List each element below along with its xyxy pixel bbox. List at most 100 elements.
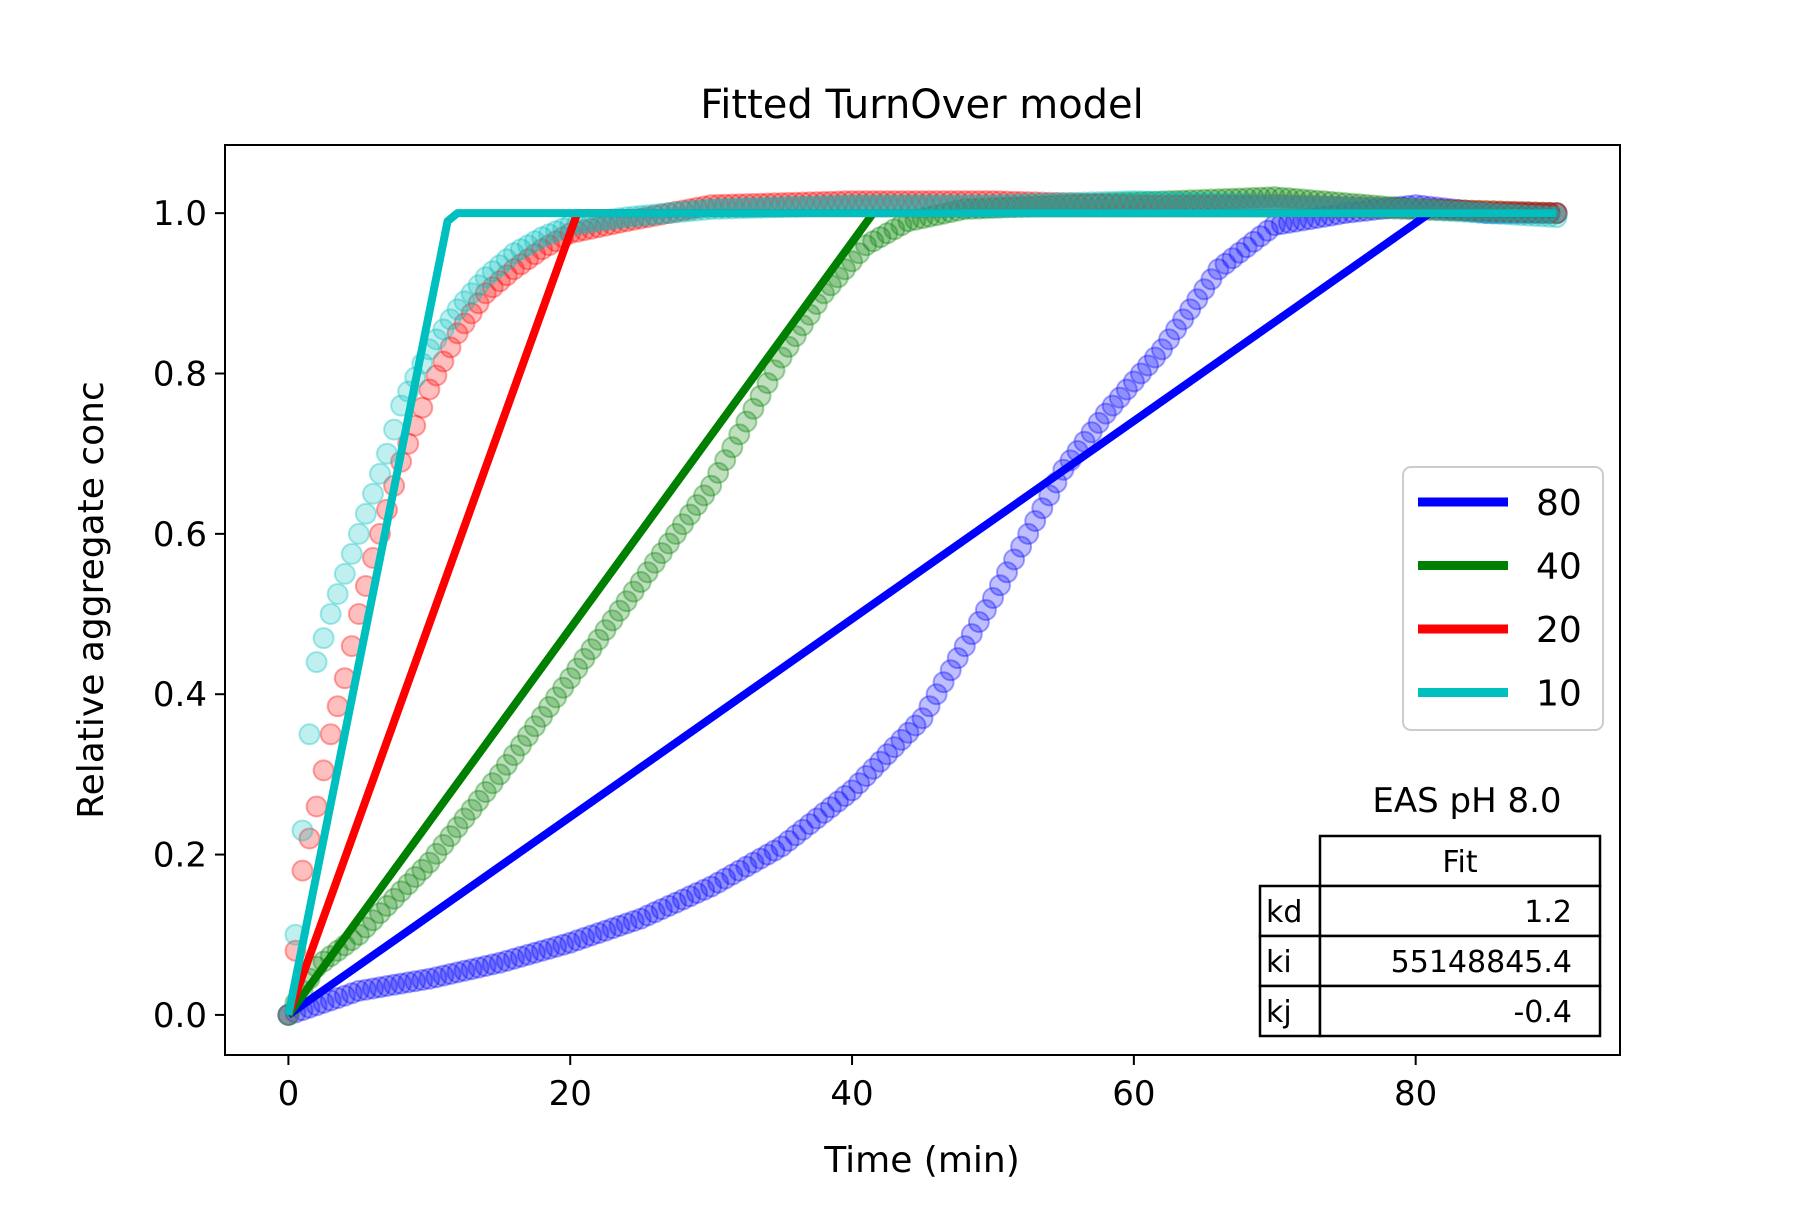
scatter-point (1270, 186, 1293, 209)
scatter-point (1228, 241, 1251, 264)
scatter-point (742, 851, 765, 874)
scatter-point (298, 827, 321, 850)
scatter-point (650, 542, 673, 565)
scatter-point (1094, 402, 1117, 425)
scatter-point (524, 243, 546, 266)
scatter-point (721, 436, 744, 459)
scatter-point (566, 657, 589, 680)
scatter-point (1151, 338, 1173, 361)
scatter-point (559, 667, 582, 690)
scatter-point (643, 901, 666, 924)
scatter-point (1249, 186, 1272, 209)
scatter-point (517, 248, 539, 271)
scatter-point (453, 959, 476, 982)
scatter-point (664, 891, 687, 914)
scatter-point (347, 979, 370, 1002)
scatter-point (939, 659, 962, 682)
scatter-point (629, 907, 652, 930)
scatter-point (1179, 298, 1202, 321)
scatter-point (453, 312, 476, 335)
scatter-point (340, 982, 363, 1005)
y-tick-label: 0.6 (153, 515, 207, 555)
scatter-point (531, 939, 553, 962)
y-axis-label: Relative aggregate conc (71, 381, 112, 819)
x-axis: 0 20 40 60 80 (278, 1055, 1437, 1114)
y-tick-label: 1.0 (153, 194, 207, 234)
scatter-point (531, 238, 553, 261)
legend-label: 80 (1536, 483, 1582, 524)
scatter-point (827, 790, 849, 813)
scatter-point (411, 969, 434, 991)
scatter-point (1129, 362, 1152, 385)
table-row-value: 55148845.4 (1391, 945, 1572, 980)
scatter-point (1080, 421, 1103, 444)
scatter-point (362, 977, 384, 1000)
scatter-point (390, 972, 413, 995)
scatter-point (531, 705, 553, 728)
table-row-label: kj (1266, 995, 1292, 1030)
scatter-point (538, 223, 561, 246)
scatter-point (869, 750, 892, 773)
y-tick-label: 0.0 (153, 996, 207, 1036)
scatter-point (862, 230, 885, 253)
scatter-point (495, 753, 518, 776)
table-row-value-cell (1318, 884, 1602, 938)
scatter-point (531, 226, 553, 249)
scatter-point (1186, 288, 1209, 311)
scatter-point (679, 503, 701, 526)
scatter-point (326, 695, 349, 718)
scatter-point (573, 926, 596, 949)
scatter-point (890, 728, 913, 751)
scatter-point (524, 230, 546, 253)
scatter-point (657, 894, 680, 917)
legend-entries: 80 40 20 10 (1418, 483, 1582, 715)
scatter-point (446, 298, 469, 321)
scatter-point (495, 248, 518, 271)
scatter-point (404, 970, 427, 993)
scatter-point (488, 951, 511, 974)
scatter-point (326, 987, 349, 1010)
scatter-point (467, 292, 490, 315)
scatter-point (876, 222, 899, 245)
scatter-point (876, 743, 899, 766)
table-row-value: 1.2 (1524, 895, 1572, 930)
scatter-point (446, 322, 469, 345)
scatter-point (524, 941, 546, 964)
scatter-point (587, 628, 610, 651)
scatter-point (1263, 186, 1286, 209)
scatter-point (538, 696, 561, 718)
scatter-point (763, 359, 786, 382)
scatter-point (996, 561, 1018, 584)
scatter-point (319, 603, 342, 625)
scatter-point (467, 956, 490, 979)
scatter-point (932, 671, 955, 694)
scatter-point (439, 308, 462, 331)
table-rows: kd 1.2 ki 55148845.4 kj -0.4 (1258, 884, 1602, 1038)
scatter-point (362, 909, 384, 932)
scatter-point (1256, 219, 1279, 242)
scatter-series-40 (277, 186, 1568, 1026)
scatter-point (1038, 484, 1061, 507)
scatter-point (679, 885, 701, 908)
scatter-point (1003, 548, 1026, 571)
scatter-point (545, 935, 568, 958)
scatter-point (672, 513, 694, 536)
scatter-point (636, 561, 659, 584)
scatter-point (686, 882, 708, 904)
scatter-point (481, 260, 504, 283)
table-row-label-cell (1258, 934, 1322, 988)
scatter-point (967, 611, 990, 633)
scatter-point (333, 984, 356, 1007)
table-row-label-cell (1258, 984, 1322, 1038)
scatter-point (1214, 188, 1237, 210)
scatter-point (425, 842, 448, 865)
x-tick-label: 80 (1394, 1074, 1437, 1114)
scatter-point (608, 599, 631, 622)
scatter-point (869, 226, 892, 249)
scatter-point (756, 372, 779, 395)
scatter-point (326, 583, 349, 605)
scatter-point (763, 839, 786, 862)
scatter-point (502, 258, 525, 281)
scatter-point (672, 888, 694, 911)
scatter-point (1193, 278, 1216, 301)
